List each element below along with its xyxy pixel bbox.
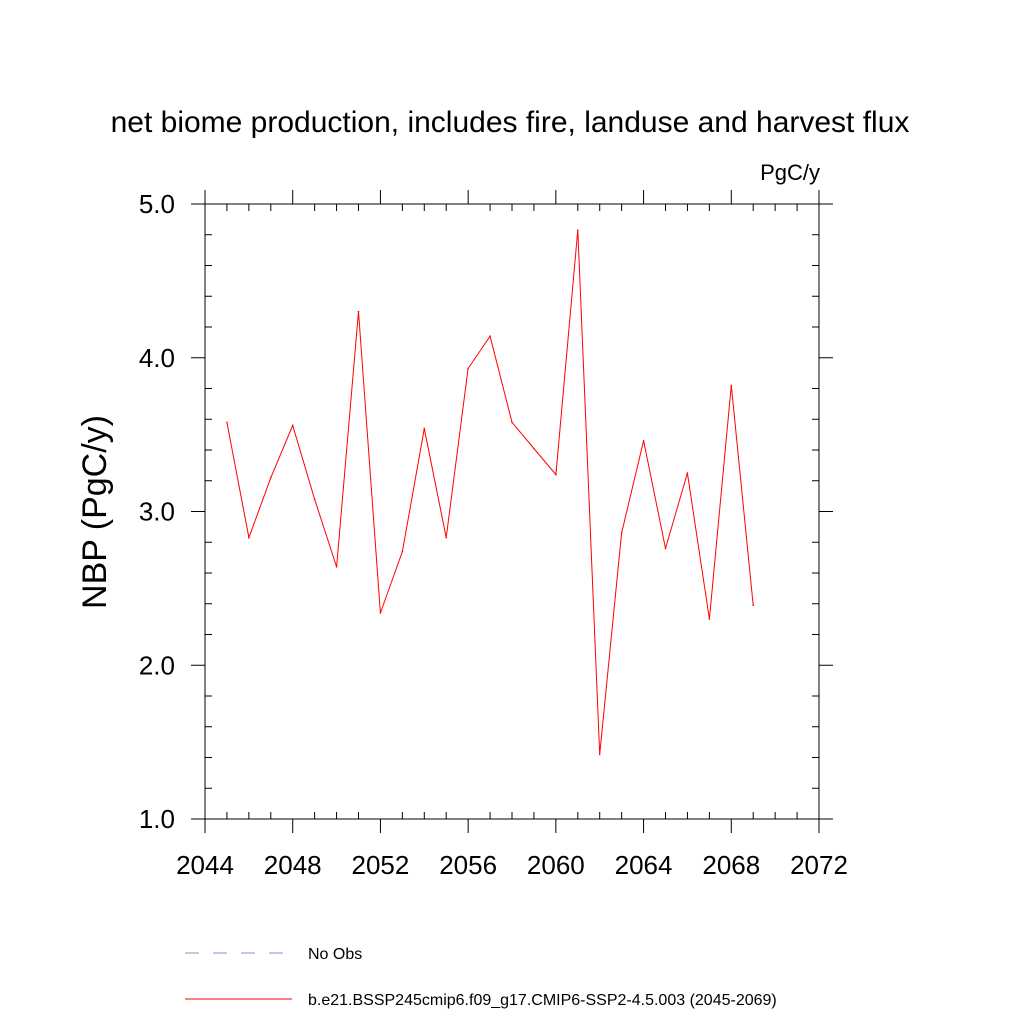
series-point (379, 612, 382, 614)
legend-label-series: b.e21.BSSP245cmip6.f09_g17.CMIP6-SSP2-4.… (308, 992, 777, 1009)
series-point (511, 421, 513, 424)
series-point (730, 384, 733, 387)
plot-frame (204, 203, 820, 820)
y-tick-label: 1.0 (139, 804, 175, 834)
x-tick-label: 2068 (702, 850, 760, 880)
major-ticks (191, 190, 833, 833)
series-line (226, 230, 754, 755)
series-point (445, 536, 448, 539)
y-tick-label: 3.0 (139, 497, 175, 527)
series-point (598, 753, 601, 756)
series-point (642, 439, 645, 442)
series-point (467, 367, 469, 370)
series-point (423, 427, 426, 430)
series-point (576, 229, 579, 231)
tick-labels: 2044 2048 2052 2056 2060 2064 2068 2072 1.0 2.0 3.… (139, 189, 848, 880)
chart-title: net biome production, includes fire, lan… (111, 106, 910, 139)
units-label: PgC/y (760, 160, 820, 185)
series-point (313, 498, 316, 501)
series-point (248, 536, 250, 539)
legend-label-no-obs: No Obs (308, 946, 362, 963)
x-tick-label: 2056 (439, 850, 497, 880)
series-point (489, 335, 491, 338)
series-point (357, 310, 360, 313)
series-group (226, 229, 755, 756)
x-tick-label: 2060 (527, 850, 585, 880)
x-tick-label: 2072 (790, 850, 848, 880)
legend: No Obs b.e21.BSSP245cmip6.f09_g17.CMIP6-… (185, 946, 777, 1009)
series-point (752, 604, 755, 607)
series-point (291, 424, 294, 427)
y-axis-label: NBP (PgC/y) (76, 415, 114, 609)
minor-ticks (205, 204, 819, 819)
series-point (533, 447, 535, 450)
series-point (686, 472, 689, 474)
y-tick-label: 4.0 (139, 343, 175, 373)
series-point (401, 550, 404, 553)
series-point (226, 421, 228, 424)
series-point (664, 547, 667, 550)
y-tick-label: 2.0 (139, 650, 175, 680)
x-tick-label: 2064 (615, 850, 673, 880)
series-point (555, 473, 557, 476)
x-tick-label: 2044 (176, 850, 234, 880)
y-tick-label: 5.0 (139, 189, 175, 219)
series-point (335, 566, 338, 568)
x-tick-label: 2048 (264, 850, 322, 880)
series-point (620, 532, 623, 534)
series-point (269, 476, 272, 479)
series-point (708, 618, 711, 620)
x-tick-label: 2052 (352, 850, 410, 880)
